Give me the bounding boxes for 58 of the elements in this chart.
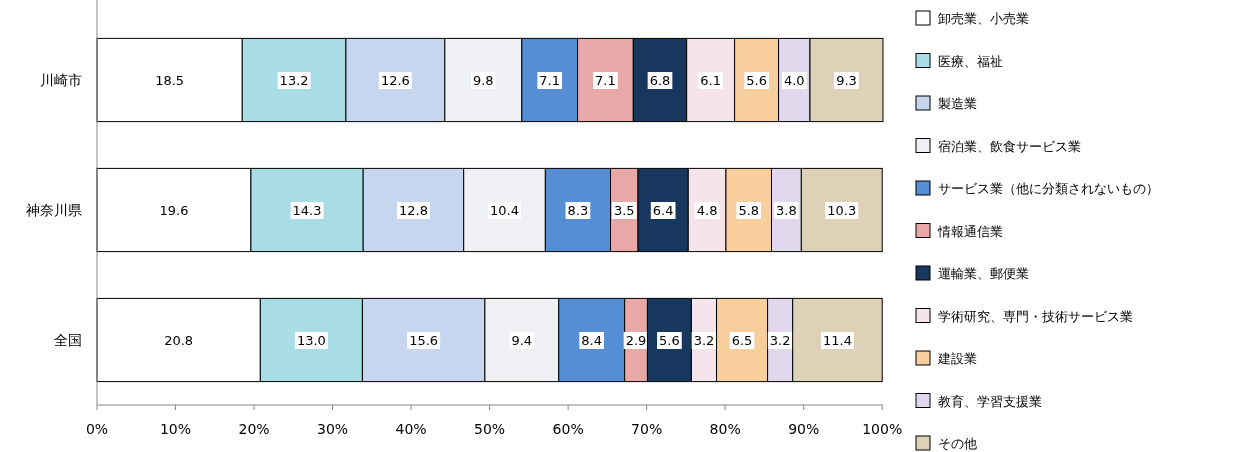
data-label: 6.4 bbox=[652, 203, 674, 218]
data-label: 5.8 bbox=[738, 203, 760, 218]
data-label: 6.8 bbox=[649, 73, 671, 88]
x-tick-label: 90% bbox=[788, 421, 820, 437]
x-tick-label: 20% bbox=[238, 421, 270, 437]
legend-label: その他 bbox=[938, 436, 977, 451]
data-label: 18.5 bbox=[155, 73, 185, 88]
data-label: 3.5 bbox=[613, 203, 635, 218]
data-label: 8.3 bbox=[567, 203, 589, 218]
data-label: 5.6 bbox=[746, 73, 767, 88]
x-tick-label: 10% bbox=[159, 421, 192, 437]
x-tick-label: 100% bbox=[862, 421, 903, 437]
legend-label: 宿泊業、飲食サービス業 bbox=[938, 138, 1081, 154]
data-label: 14.3 bbox=[292, 203, 322, 218]
legend-label: 情報通信業 bbox=[937, 223, 1003, 239]
data-label: 13.2 bbox=[279, 73, 309, 88]
data-label: 9.8 bbox=[472, 73, 494, 88]
x-tick-label: 40% bbox=[395, 421, 427, 437]
data-label: 10.3 bbox=[827, 203, 857, 218]
data-label: 6.5 bbox=[731, 333, 753, 348]
data-label: 11.4 bbox=[822, 333, 852, 348]
x-tick-label: 30% bbox=[317, 421, 349, 437]
data-label: 4.8 bbox=[696, 203, 718, 218]
x-tick-label: 0% bbox=[85, 421, 109, 437]
legend-label: 医療、福祉 bbox=[938, 53, 1003, 69]
data-label: 2.9 bbox=[625, 333, 647, 348]
data-label: 7.1 bbox=[595, 73, 616, 88]
data-label: 7.1 bbox=[539, 73, 561, 88]
data-label: 9.4 bbox=[511, 333, 533, 348]
data-label: 9.3 bbox=[836, 73, 857, 88]
legend-label: 卸売業、小売業 bbox=[938, 11, 1029, 26]
x-tick-label: 70% bbox=[631, 421, 663, 437]
legend-label: 建設業 bbox=[937, 351, 977, 366]
data-label: 13.0 bbox=[296, 333, 326, 348]
y-tick-label: 神奈川県 bbox=[26, 202, 82, 218]
x-tick-label: 50% bbox=[474, 421, 506, 437]
x-tick-label: 80% bbox=[709, 421, 741, 437]
data-label: 20.8 bbox=[164, 333, 194, 348]
data-label: 3.2 bbox=[769, 333, 791, 348]
data-label: 5.6 bbox=[659, 333, 680, 348]
data-label: 12.6 bbox=[380, 73, 410, 88]
data-label: 15.6 bbox=[409, 333, 439, 348]
x-tick-label: 60% bbox=[552, 421, 584, 437]
data-label: 19.6 bbox=[159, 203, 189, 218]
data-label: 12.8 bbox=[398, 203, 428, 218]
data-label: 3.8 bbox=[776, 203, 797, 218]
legend-label: 運輸業、郵便業 bbox=[938, 266, 1029, 281]
data-label: 10.4 bbox=[490, 203, 519, 218]
y-tick-label: 川崎市 bbox=[40, 72, 82, 88]
data-label: 4.0 bbox=[783, 73, 805, 88]
y-tick-label: 全国 bbox=[54, 332, 82, 348]
legend-label: 製造業 bbox=[938, 96, 977, 111]
legend-label: サービス業（他に分類されないもの） bbox=[938, 181, 1159, 196]
data-label: 6.1 bbox=[700, 73, 721, 88]
legend-label: 教育、学習支援業 bbox=[938, 393, 1042, 409]
data-label: 3.2 bbox=[693, 333, 715, 348]
legend-label: 学術研究、専門・技術サービス業 bbox=[938, 308, 1133, 324]
data-label: 8.4 bbox=[581, 333, 603, 348]
